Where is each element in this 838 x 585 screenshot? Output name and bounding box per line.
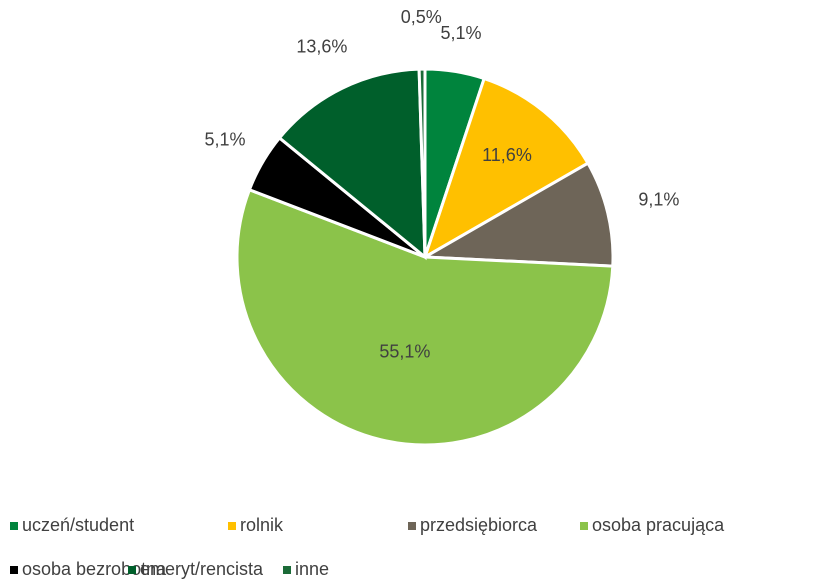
legend-label: inne [295,559,329,579]
pie-slice [419,161,615,268]
pie-slice [422,76,590,261]
legend-swatch [228,522,236,530]
legend-swatch [10,566,18,574]
data-label: 13,6% [296,37,347,57]
data-label: 11,6% [482,145,532,165]
legend-label: emeryt/rencista [140,559,264,579]
data-label: 5,1% [440,23,481,43]
legend-swatch [10,522,18,530]
legend-label: uczeń/student [22,515,134,535]
pie-slice [417,67,427,258]
legend-label: osoba pracująca [592,515,725,535]
legend-swatch [580,522,588,530]
pie-slice [277,67,427,261]
data-label: 5,1% [204,130,245,150]
data-label: 55,1% [379,341,430,361]
legend-label: przedsiębiorca [420,515,538,535]
pie-slice [235,187,615,447]
legend-swatch [408,522,416,530]
legend-label: rolnik [240,515,284,535]
data-label: 0,5% [401,7,442,27]
legend-swatch [128,566,136,574]
legend-swatch [283,566,291,574]
data-label: 9,1% [638,189,679,209]
